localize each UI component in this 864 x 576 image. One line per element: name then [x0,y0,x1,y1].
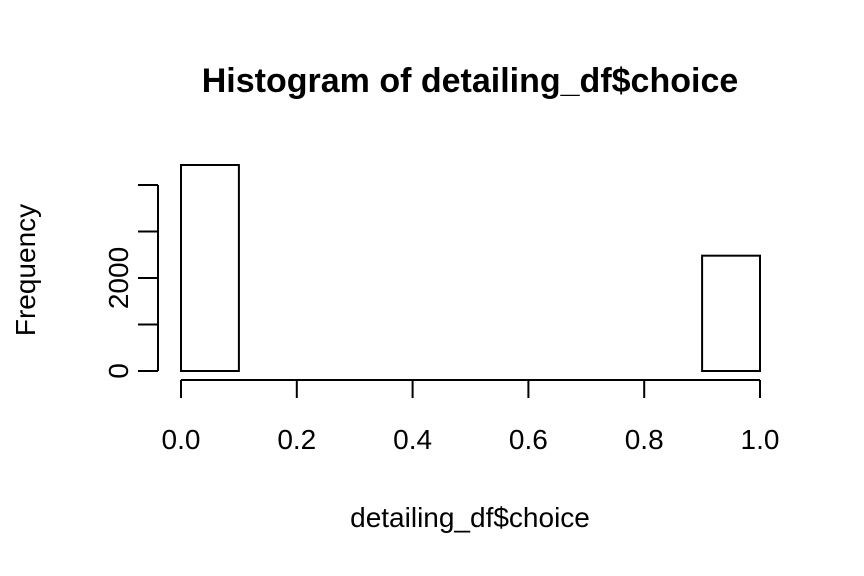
chart-title: Histogram of detailing_df$choice [202,62,739,100]
y-axis: 0 2000 [103,184,159,379]
x-axis-label: detailing_df$choice [350,502,590,533]
x-axis: 0.0 0.2 0.4 0.6 0.8 1.0 [162,379,780,455]
x-tick-label: 0.4 [393,424,432,455]
x-tick-label: 1.0 [741,424,780,455]
y-tick-label: 2000 [103,247,134,309]
y-axis-label: Frequency [10,204,41,336]
y-tick-label: 0 [103,363,134,379]
x-tick-label: 0.6 [509,424,548,455]
histogram-bar [701,254,761,372]
histogram-bar [180,164,240,372]
x-tick-label: 0.2 [277,424,316,455]
x-tick-label: 0.8 [625,424,664,455]
x-tick-label: 0.0 [162,424,201,455]
bars-group [180,164,761,372]
